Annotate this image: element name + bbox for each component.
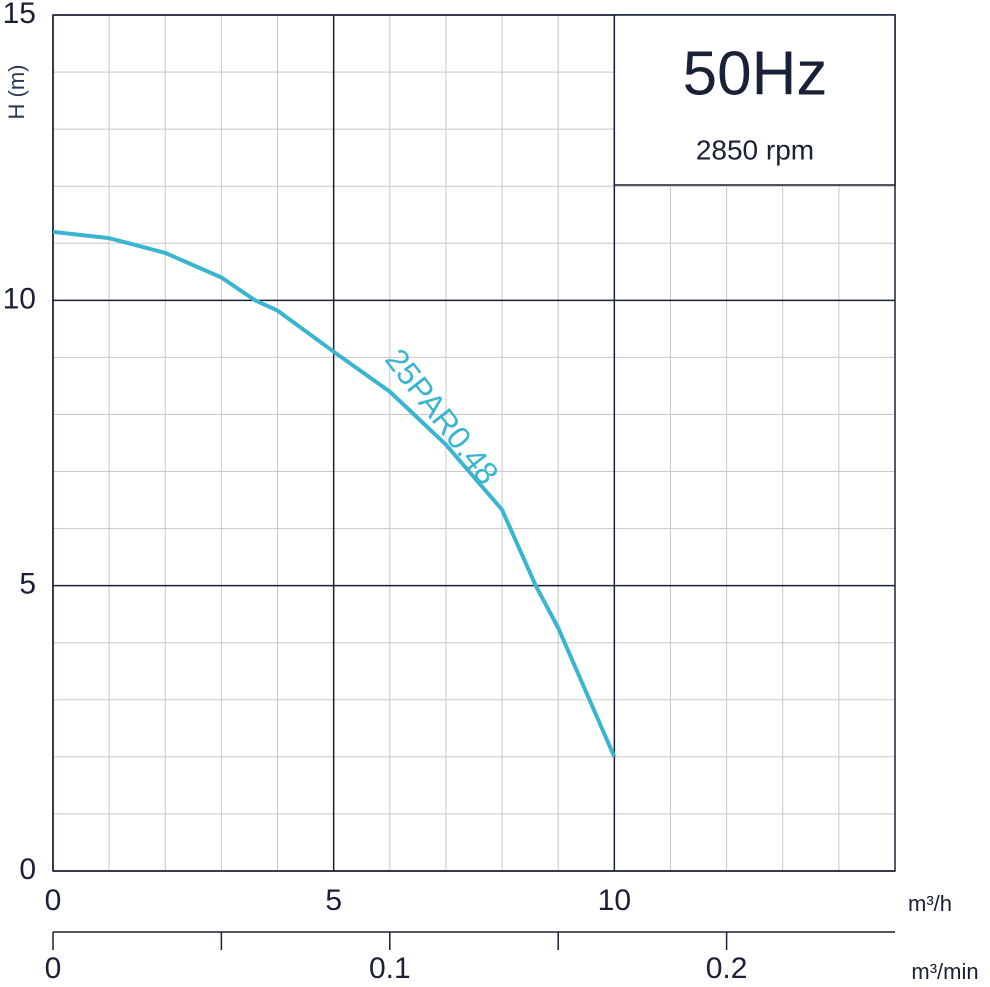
frequency: 50Hz: [683, 39, 828, 108]
curve-label: 25PAR0.48: [378, 342, 506, 491]
x-axis-label: m³/h: [908, 891, 952, 916]
x-tick-label: 5: [325, 884, 342, 917]
y-tick-label: 15: [3, 0, 36, 30]
info-box: [613, 14, 896, 186]
x-tick-label: 10: [598, 884, 631, 917]
y-tick-label: 5: [19, 568, 36, 601]
y-axis-label: H (m): [4, 65, 29, 120]
curve: [52, 229, 617, 758]
x-tick-label: 0: [45, 884, 62, 917]
plot-frame: [52, 14, 896, 872]
x2-tick-label: 0.2: [706, 952, 748, 985]
x2-tick-label: 0: [45, 952, 62, 985]
y-tick-label: 10: [3, 282, 36, 315]
x2-axis-label: m³/min: [911, 959, 978, 984]
speed: 2850 rpm: [696, 134, 814, 165]
y-tick-label: 0: [19, 853, 36, 886]
x2-tick-label: 0.1: [369, 952, 411, 985]
